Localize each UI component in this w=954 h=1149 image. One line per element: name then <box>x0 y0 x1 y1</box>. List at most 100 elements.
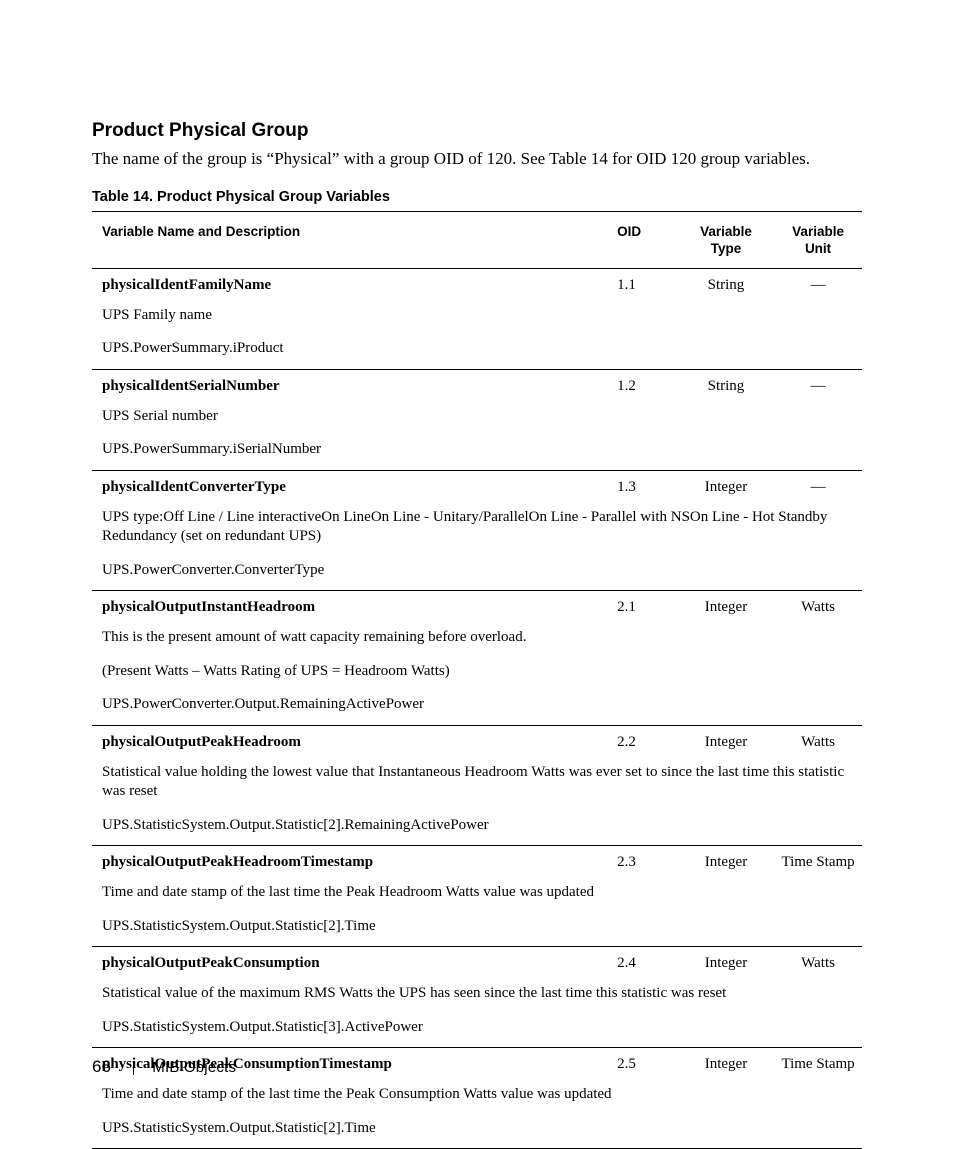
cell-description: UPS.PowerSummary.iSerialNumber <box>92 430 862 470</box>
table-row: physicalIdentSerialNumber 1.2String— <box>92 369 862 397</box>
col-header-unit-l1: Variable <box>792 224 844 239</box>
cell-unit: Watts <box>774 947 862 975</box>
cell-type: String <box>678 369 774 397</box>
description-line: UPS Serial number <box>102 403 856 429</box>
cell-oid: 1.2 <box>611 369 678 397</box>
col-header-type: Variable Type <box>678 216 774 268</box>
cell-oid: 1.3 <box>611 470 678 498</box>
variable-name: physicalIdentFamilyName <box>102 277 271 293</box>
table-row: Statistical value holding the lowest val… <box>92 753 862 806</box>
table-row: Time and date stamp of the last time the… <box>92 873 862 907</box>
cell-name: physicalIdentConverterType <box>92 470 611 498</box>
cell-type: Integer <box>678 725 774 753</box>
variable-name: physicalIdentSerialNumber <box>102 378 280 394</box>
table-row: physicalOutputInstantHeadroom 2.1IntegerW… <box>92 591 862 619</box>
cell-type: Integer <box>678 591 774 619</box>
description-line: UPS.StatisticSystem.Output.Statistic[2].… <box>102 812 856 838</box>
cell-oid: 2.5 <box>611 1048 678 1076</box>
variable-name: physicalOutputInstantHeadroom <box>102 599 315 615</box>
cell-unit: — <box>774 369 862 397</box>
description-line: UPS.PowerSummary.iSerialNumber <box>102 436 856 462</box>
cell-oid: 2.3 <box>611 846 678 874</box>
description-line: UPS Family name <box>102 302 856 328</box>
cell-description: UPS Serial number <box>92 397 862 431</box>
cell-oid: 2.4 <box>611 947 678 975</box>
description-line: (Present Watts – Watts Rating of UPS = H… <box>102 658 856 684</box>
table-row: UPS.StatisticSystem.Output.Statistic[2].… <box>92 1109 862 1149</box>
cell-type: Integer <box>678 947 774 975</box>
cell-name: physicalOutputPeakConsumption <box>92 947 611 975</box>
col-header-oid: OID <box>611 216 678 268</box>
cell-name: physicalOutputPeakHeadroomTimestamp <box>92 846 611 874</box>
table-row: UPS.PowerConverter.ConverterType <box>92 551 862 591</box>
description-line: UPS.PowerSummary.iProduct <box>102 335 856 361</box>
col-header-type-l2: Type <box>711 241 742 256</box>
footer-divider <box>133 1061 134 1075</box>
cell-type: String <box>678 268 774 296</box>
cell-oid: 1.1 <box>611 268 678 296</box>
cell-unit: — <box>774 268 862 296</box>
cell-type: Integer <box>678 470 774 498</box>
cell-description: Statistical value holding the lowest val… <box>92 753 862 806</box>
cell-unit: Time Stamp <box>774 846 862 874</box>
variable-name: physicalOutputPeakConsumption <box>102 955 320 971</box>
table-row: Statistical value of the maximum RMS Wat… <box>92 974 862 1008</box>
cell-description: UPS type:Off Line / Line interactiveOn L… <box>92 498 862 551</box>
table-row: UPS.PowerConverter.Output.RemainingActiv… <box>92 685 862 725</box>
col-header-type-l1: Variable <box>700 224 752 239</box>
description-line: UPS.PowerConverter.Output.RemainingActiv… <box>102 691 856 717</box>
cell-description: UPS.PowerConverter.ConverterType <box>92 551 862 591</box>
table-row: physicalOutputPeakHeadroomTimestamp2.3In… <box>92 846 862 874</box>
description-line: UPS.StatisticSystem.Output.Statistic[2].… <box>102 913 856 939</box>
description-line: Time and date stamp of the last time the… <box>102 879 856 905</box>
section-heading: Product Physical Group <box>92 120 862 142</box>
cell-description: (Present Watts – Watts Rating of UPS = H… <box>92 652 862 686</box>
cell-unit: — <box>774 470 862 498</box>
cell-unit: Time Stamp <box>774 1048 862 1076</box>
table-row: (Present Watts – Watts Rating of UPS = H… <box>92 652 862 686</box>
description-line: UPS.StatisticSystem.Output.Statistic[2].… <box>102 1115 856 1141</box>
table-row: UPS Serial number <box>92 397 862 431</box>
table-row: UPS.StatisticSystem.Output.Statistic[2].… <box>92 907 862 947</box>
cell-description: Time and date stamp of the last time the… <box>92 873 862 907</box>
footer-section: MIB Objects <box>152 1059 236 1076</box>
page-footer: 66 MIB Objects <box>92 1057 236 1077</box>
variable-name: physicalIdentConverterType <box>102 479 286 495</box>
table-row: physicalIdentConverterType 1.3Integer— <box>92 470 862 498</box>
col-header-name: Variable Name and Description <box>92 216 611 268</box>
cell-name: physicalIdentFamilyName <box>92 268 611 296</box>
table-row: UPS Family name <box>92 296 862 330</box>
table-row: UPS.StatisticSystem.Output.Statistic[2].… <box>92 806 862 846</box>
table-row: UPS.StatisticSystem.Output.Statistic[3].… <box>92 1008 862 1048</box>
table-row: Time and date stamp of the last time the… <box>92 1075 862 1109</box>
intro-paragraph: The name of the group is “Physical” with… <box>92 148 862 171</box>
table-row: UPS.PowerSummary.iSerialNumber <box>92 430 862 470</box>
cell-name: physicalOutputPeakHeadroom <box>92 725 611 753</box>
cell-description: Statistical value of the maximum RMS Wat… <box>92 974 862 1008</box>
table-caption: Table 14. Product Physical Group Variabl… <box>92 189 862 212</box>
cell-description: UPS.PowerSummary.iProduct <box>92 329 862 369</box>
cell-name: physicalOutputInstantHeadroom <box>92 591 611 619</box>
cell-description: UPS.StatisticSystem.Output.Statistic[2].… <box>92 1109 862 1149</box>
cell-unit: Watts <box>774 591 862 619</box>
cell-description: UPS.PowerConverter.Output.RemainingActiv… <box>92 685 862 725</box>
table-row: physicalIdentFamilyName 1.1String— <box>92 268 862 296</box>
variable-name: physicalOutputPeakHeadroom <box>102 734 301 750</box>
cell-oid: 2.2 <box>611 725 678 753</box>
document-page: Product Physical Group The name of the g… <box>0 0 954 1145</box>
variables-table-body: physicalIdentFamilyName1.1String—UPS Fam… <box>92 268 862 1149</box>
table-row: UPS.PowerSummary.iProduct <box>92 329 862 369</box>
col-header-unit: Variable Unit <box>774 216 862 268</box>
variables-table: Variable Name and Description OID Variab… <box>92 216 862 1149</box>
col-header-unit-l2: Unit <box>805 241 831 256</box>
variable-name: physicalOutputPeakHeadroomTimestamp <box>102 854 373 870</box>
table-row: physicalOutputPeakHeadroom2.2IntegerWatt… <box>92 725 862 753</box>
cell-description: Time and date stamp of the last time the… <box>92 1075 862 1109</box>
cell-oid: 2.1 <box>611 591 678 619</box>
description-line: Time and date stamp of the last time the… <box>102 1081 856 1107</box>
table-header-row: Variable Name and Description OID Variab… <box>92 216 862 268</box>
cell-description: This is the present amount of watt capac… <box>92 618 862 652</box>
description-line: This is the present amount of watt capac… <box>102 624 856 650</box>
page-number: 66 <box>92 1057 111 1076</box>
table-row: physicalOutputPeakConsumption 2.4IntegerW… <box>92 947 862 975</box>
